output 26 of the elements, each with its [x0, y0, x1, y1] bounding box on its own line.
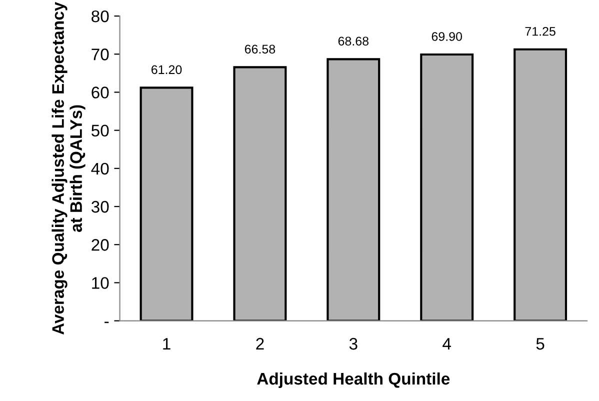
- y-tick-label: 30: [91, 200, 109, 213]
- x-axis-title: Adjusted Health Quintile: [257, 372, 450, 388]
- x-tick-label: 1: [163, 338, 170, 350]
- data-label: 68.68: [338, 36, 369, 46]
- x-tick-label: 5: [536, 338, 544, 350]
- bar: [140, 86, 194, 321]
- y-tick-label: 20: [92, 239, 109, 251]
- data-label: 71.25: [525, 26, 556, 36]
- data-label: 69.90: [432, 32, 462, 41]
- x-tick-label: 2: [256, 338, 264, 350]
- bar: [233, 66, 287, 321]
- bar: [420, 53, 474, 321]
- y-tick-label: 10: [92, 277, 109, 289]
- y-tick-label: 60: [92, 86, 109, 98]
- bar: [514, 48, 568, 321]
- y-tick-label: 80: [92, 10, 109, 22]
- y-tick-label: 50: [92, 124, 109, 137]
- y-tick-label: 40: [91, 162, 109, 175]
- y-tick-label: -: [104, 322, 109, 324]
- data-label: 61.20: [152, 65, 182, 74]
- data-label: 66.58: [244, 44, 276, 54]
- y-tick-label: 70: [92, 48, 109, 60]
- x-tick-label: 4: [442, 338, 451, 350]
- x-tick-label: 3: [349, 338, 358, 350]
- bar: [326, 58, 380, 321]
- y-axis-title: Average Quality Adjusted Life Expectancy at Birth (QALYs): [52, 2, 86, 335]
